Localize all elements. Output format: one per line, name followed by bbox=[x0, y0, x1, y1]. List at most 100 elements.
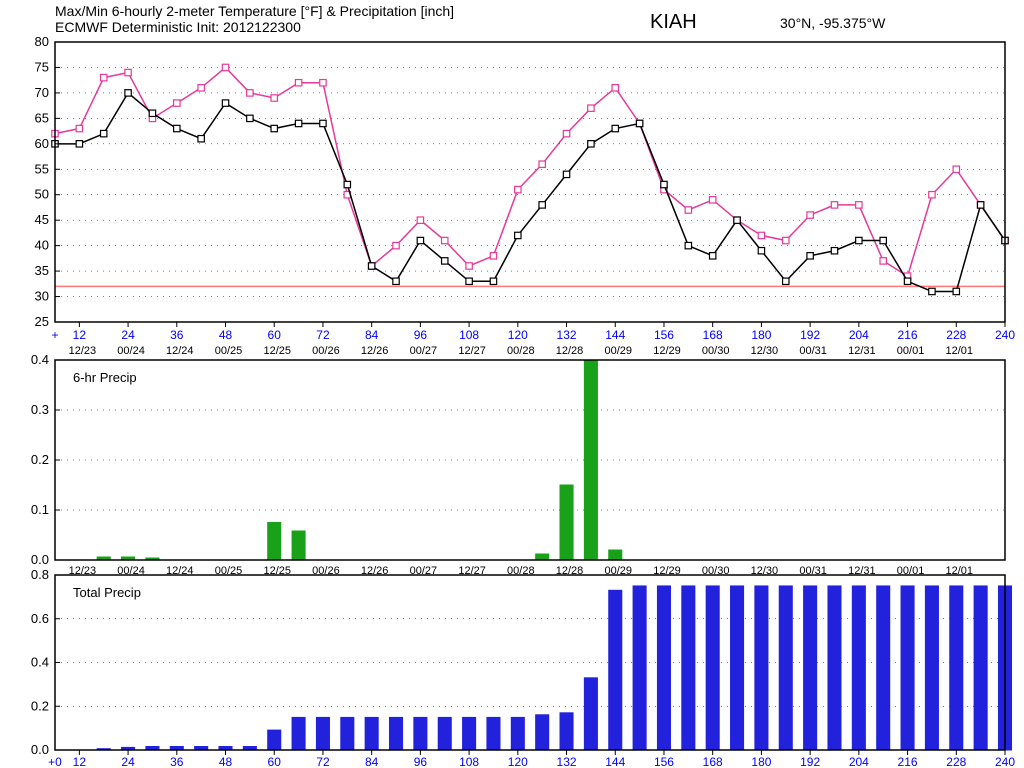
svg-text:0.2: 0.2 bbox=[31, 698, 49, 713]
svg-text:80: 80 bbox=[35, 34, 49, 49]
svg-text:192: 192 bbox=[800, 328, 820, 342]
svg-text:60: 60 bbox=[268, 328, 282, 342]
svg-text:00/30: 00/30 bbox=[702, 345, 730, 357]
precip6-bar bbox=[292, 531, 305, 560]
svg-text:55: 55 bbox=[35, 161, 49, 176]
svg-text:84: 84 bbox=[365, 328, 379, 342]
chart-canvas: Max/Min 6-hourly 2-meter Temperature [°F… bbox=[0, 0, 1024, 768]
svg-text:12/27: 12/27 bbox=[458, 345, 486, 357]
preciptotal-bar bbox=[804, 586, 817, 750]
svg-text:228: 228 bbox=[946, 755, 966, 768]
svg-text:00/01: 00/01 bbox=[897, 345, 925, 357]
svg-text:96: 96 bbox=[414, 755, 428, 768]
svg-text:12/01: 12/01 bbox=[946, 345, 974, 357]
svg-text:12/31: 12/31 bbox=[848, 345, 876, 357]
svg-text:0.8: 0.8 bbox=[31, 567, 49, 582]
svg-text:00/29: 00/29 bbox=[604, 345, 632, 357]
preciptotal-bar bbox=[633, 586, 646, 750]
temp-line-max bbox=[55, 67, 1005, 276]
svg-text:180: 180 bbox=[751, 755, 771, 768]
svg-text:0.3: 0.3 bbox=[31, 402, 49, 417]
svg-text:+0: +0 bbox=[48, 755, 62, 768]
preciptotal-bar bbox=[950, 586, 963, 750]
preciptotal-bar bbox=[365, 717, 378, 750]
preciptotal-bar bbox=[779, 586, 792, 750]
svg-text:0.2: 0.2 bbox=[31, 452, 49, 467]
svg-text:120: 120 bbox=[508, 328, 528, 342]
svg-text:00/28: 00/28 bbox=[507, 345, 535, 357]
svg-text:216: 216 bbox=[898, 755, 918, 768]
svg-text:+: + bbox=[51, 328, 58, 342]
svg-text:00/27: 00/27 bbox=[410, 345, 438, 357]
svg-text:00/31: 00/31 bbox=[799, 345, 827, 357]
preciptotal-bar bbox=[389, 717, 402, 750]
preciptotal-bar bbox=[414, 717, 427, 750]
svg-text:168: 168 bbox=[703, 328, 723, 342]
svg-text:12/29: 12/29 bbox=[653, 345, 681, 357]
svg-text:12: 12 bbox=[73, 755, 87, 768]
svg-text:156: 156 bbox=[654, 328, 674, 342]
preciptotal-bar bbox=[657, 586, 670, 750]
station-code: KIAH bbox=[650, 11, 697, 33]
svg-text:12: 12 bbox=[73, 328, 87, 342]
preciptotal-bar bbox=[438, 717, 451, 750]
preciptotal-bar bbox=[292, 717, 305, 750]
preciptotal-bar bbox=[536, 715, 549, 750]
svg-text:0.6: 0.6 bbox=[31, 611, 49, 626]
preciptotal-bar bbox=[511, 717, 524, 750]
svg-text:132: 132 bbox=[557, 328, 577, 342]
svg-text:12/30: 12/30 bbox=[751, 345, 779, 357]
temp-line-min bbox=[55, 93, 1005, 292]
svg-text:0.4: 0.4 bbox=[31, 655, 49, 670]
preciptotal-bar bbox=[828, 586, 841, 750]
precip6-bar bbox=[560, 485, 573, 560]
svg-text:70: 70 bbox=[35, 85, 49, 100]
preciptotal-bar bbox=[731, 586, 744, 750]
svg-text:75: 75 bbox=[35, 59, 49, 74]
svg-text:24: 24 bbox=[121, 328, 135, 342]
preciptotal-label: Total Precip bbox=[73, 585, 141, 600]
svg-text:168: 168 bbox=[703, 755, 723, 768]
svg-text:35: 35 bbox=[35, 263, 49, 278]
svg-text:00/25: 00/25 bbox=[215, 345, 243, 357]
svg-text:228: 228 bbox=[946, 328, 966, 342]
svg-text:48: 48 bbox=[219, 755, 233, 768]
svg-text:12/28: 12/28 bbox=[556, 345, 584, 357]
preciptotal-bar bbox=[316, 717, 329, 750]
svg-text:48: 48 bbox=[219, 328, 233, 342]
svg-text:156: 156 bbox=[654, 755, 674, 768]
svg-text:132: 132 bbox=[557, 755, 577, 768]
svg-text:00/26: 00/26 bbox=[312, 345, 340, 357]
precip6-label: 6-hr Precip bbox=[73, 370, 137, 385]
preciptotal-bar bbox=[609, 590, 622, 750]
chart-title-2: ECMWF Deterministic Init: 2012122300 bbox=[55, 19, 301, 35]
precip6-bar bbox=[536, 554, 549, 560]
preciptotal-bar bbox=[341, 717, 354, 750]
preciptotal-bar bbox=[560, 713, 573, 750]
svg-text:180: 180 bbox=[751, 328, 771, 342]
precip6-bar bbox=[268, 523, 281, 561]
svg-text:96: 96 bbox=[414, 328, 428, 342]
svg-text:40: 40 bbox=[35, 238, 49, 253]
svg-text:204: 204 bbox=[849, 755, 869, 768]
preciptotal-bar bbox=[268, 730, 281, 750]
svg-text:144: 144 bbox=[605, 328, 625, 342]
svg-text:12/23: 12/23 bbox=[69, 345, 97, 357]
svg-text:240: 240 bbox=[995, 328, 1015, 342]
preciptotal-bar bbox=[584, 678, 597, 750]
svg-text:50: 50 bbox=[35, 187, 49, 202]
coords-label: 30°N, -95.375°W bbox=[780, 15, 886, 31]
svg-text:00/24: 00/24 bbox=[117, 345, 145, 357]
preciptotal-bar bbox=[682, 586, 695, 750]
svg-text:60: 60 bbox=[268, 755, 282, 768]
preciptotal-bar bbox=[877, 586, 890, 750]
preciptotal-bar bbox=[487, 717, 500, 750]
svg-text:204: 204 bbox=[849, 328, 869, 342]
svg-text:120: 120 bbox=[508, 755, 528, 768]
precip6-bar bbox=[584, 360, 597, 560]
svg-text:24: 24 bbox=[121, 755, 135, 768]
svg-text:240: 240 bbox=[995, 755, 1015, 768]
preciptotal-bar bbox=[901, 586, 914, 750]
svg-text:0.1: 0.1 bbox=[31, 502, 49, 517]
svg-text:0.4: 0.4 bbox=[31, 352, 49, 367]
